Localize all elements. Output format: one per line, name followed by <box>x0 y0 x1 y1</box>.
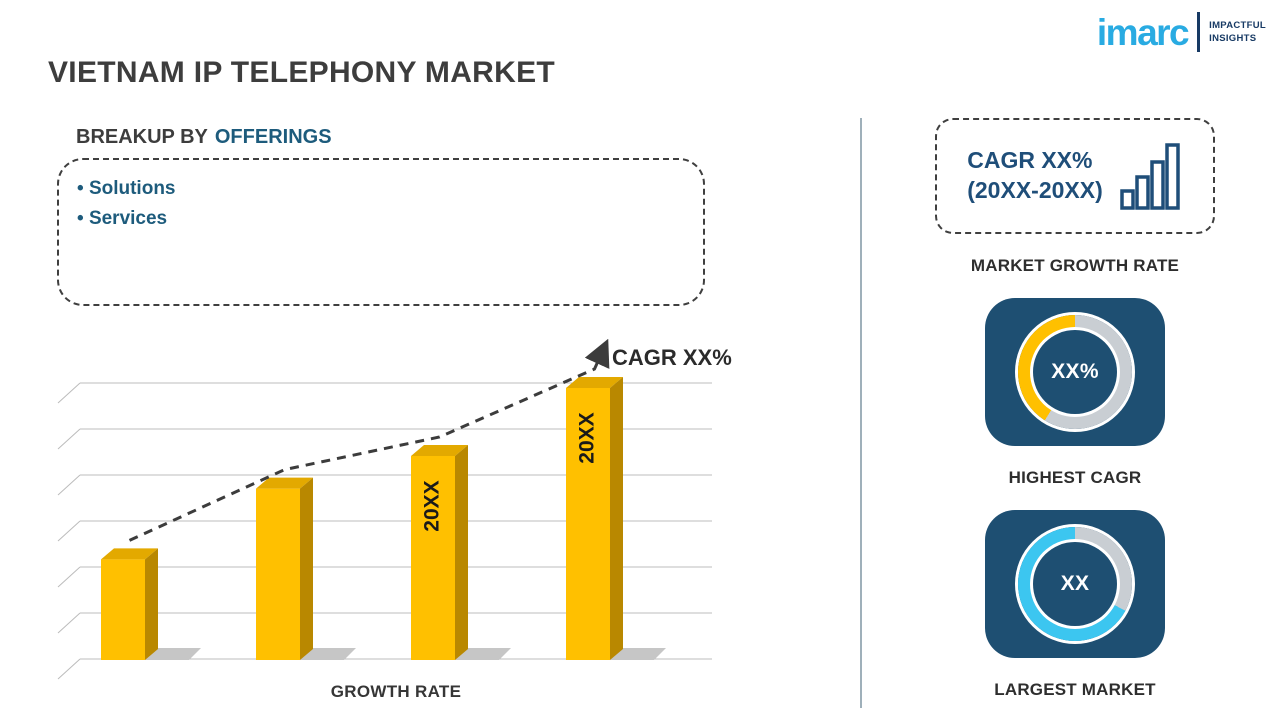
highest-cagr-tile: XX% <box>985 298 1165 446</box>
bar-3d <box>101 548 201 660</box>
bar-3d: 20XX <box>411 445 511 660</box>
bar-3d: 20XX <box>566 377 666 660</box>
largest-market-label: LARGEST MARKET <box>994 680 1156 699</box>
breakup-heading: BREAKUP BY OFFERINGS <box>76 126 332 149</box>
page-title: VIETNAM IP TELEPHONY MARKET <box>48 56 556 89</box>
cagr-callout-text: CAGR XX% (20XX-20XX) <box>967 146 1103 206</box>
vertical-divider <box>860 118 862 708</box>
bar-3d <box>256 477 356 660</box>
highest-cagr-donut: XX% <box>1018 315 1132 429</box>
largest-market-donut: XX <box>1018 527 1132 641</box>
bar-chart-icon <box>1120 143 1180 210</box>
offerings-list: Solutions Services <box>59 174 703 234</box>
market-growth-rate-label: MARKET GROWTH RATE <box>970 256 1180 275</box>
cagr-annotation: CAGR XX% <box>612 345 732 370</box>
logo-wordmark: imarc <box>1096 11 1190 53</box>
breakup-heading-prefix: BREAKUP BY <box>76 126 208 148</box>
highest-cagr-label: HIGHEST CAGR <box>1008 468 1142 487</box>
highest-cagr-value: XX% <box>1051 360 1099 383</box>
chart-x-axis-label: GROWTH RATE <box>330 682 462 701</box>
largest-market-value: XX <box>1060 572 1090 595</box>
cagr-value: CAGR XX% <box>967 147 1093 174</box>
breakup-heading-highlight: OFFERINGS <box>214 126 332 148</box>
largest-market-tile: XX <box>985 510 1165 658</box>
logo-tagline: IMPACTFUL INSIGHTS <box>1209 20 1266 44</box>
list-item-solutions: Solutions <box>77 174 703 204</box>
list-item-services: Services <box>77 204 703 234</box>
logo-divider <box>1197 12 1201 52</box>
offerings-box: Solutions Services <box>57 158 705 306</box>
bar-label: 20XX <box>421 480 444 531</box>
logo-tagline-line1: IMPACTFUL <box>1209 20 1266 31</box>
bar-label: 20XX <box>576 412 599 463</box>
right-panel: CAGR XX% (20XX-20XX) MARKET GROWTH RATE … <box>885 118 1265 700</box>
logo-tagline-line2: INSIGHTS <box>1209 33 1257 44</box>
cagr-callout: CAGR XX% (20XX-20XX) <box>935 118 1215 234</box>
growth-chart: 20XX 20XX CAGR XX% <box>57 338 732 680</box>
trend-line <box>128 338 610 542</box>
imarc-logo: imarc IMPACTFUL INSIGHTS <box>1097 12 1266 52</box>
cagr-period: (20XX-20XX) <box>967 177 1103 203</box>
